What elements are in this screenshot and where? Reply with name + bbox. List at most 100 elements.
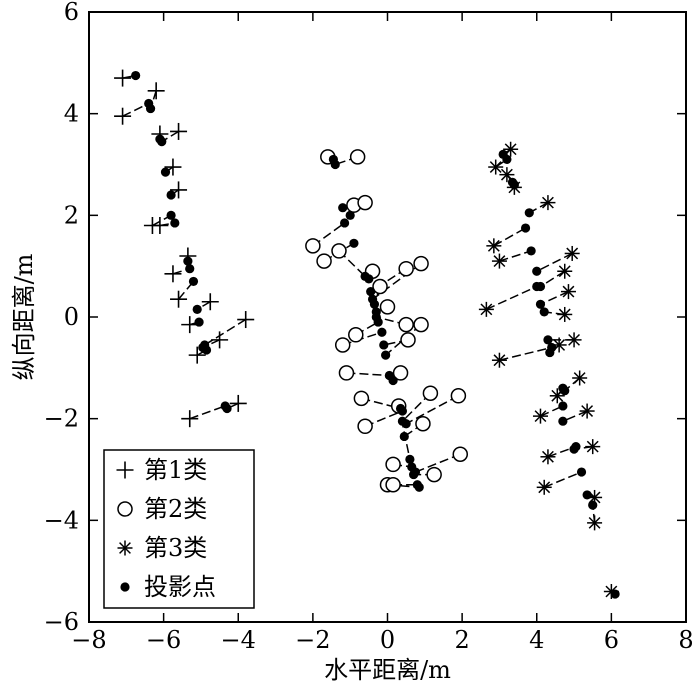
projection-line — [189, 405, 226, 420]
projection-dot-series1-7 — [166, 210, 176, 220]
projection-dot-series1-9 — [183, 256, 193, 266]
legend-label-2: 第2类 — [144, 495, 207, 523]
projection-dot-series2-2 — [338, 203, 348, 213]
projection-dot-series2-7 — [364, 274, 374, 284]
projection-line — [486, 285, 538, 311]
point-series2-8 — [398, 260, 414, 277]
projection-line — [405, 395, 459, 425]
projection-dot-series2-1 — [330, 159, 340, 170]
point-series2-27 — [426, 466, 442, 483]
y-tick-label: 0 — [64, 303, 79, 331]
point-series3-15 — [572, 370, 588, 386]
point-series1-1 — [114, 107, 132, 125]
point-series2-16 — [413, 316, 429, 333]
point-series1-8 — [151, 217, 169, 234]
y-tick-label: −4 — [44, 506, 79, 534]
projection-dot-series3-5 — [520, 223, 531, 233]
projection-dot-series3-11 — [539, 307, 549, 317]
projection-line — [499, 250, 532, 262]
projection-dot-series1-0 — [131, 70, 141, 81]
projection-dot-series2-14 — [377, 327, 387, 337]
point-series3-9 — [478, 301, 494, 317]
x-tick-label: 8 — [678, 626, 693, 654]
legend-label-1: 第1类 — [144, 456, 207, 484]
projection-dot-series2-18 — [388, 375, 398, 386]
point-series1-16 — [188, 346, 206, 364]
point-series2-4 — [305, 238, 321, 254]
point-series2-17 — [338, 365, 355, 381]
projection-dot-series2-3 — [345, 210, 355, 220]
legend-box — [103, 449, 255, 609]
x-tick-label: −2 — [295, 626, 330, 654]
x-tick-label: −6 — [146, 626, 181, 654]
projection-dot-series1-18 — [222, 403, 232, 414]
projection-dot-series1-11 — [188, 276, 199, 287]
projection-dot-series3-24 — [610, 589, 620, 599]
point-series1-5 — [164, 158, 182, 176]
point-series3-21 — [536, 479, 552, 495]
point-series1-0 — [114, 69, 132, 87]
point-series2-14 — [334, 337, 351, 353]
projection-line — [372, 263, 422, 300]
projection-dot-series1-8 — [170, 218, 180, 228]
projection-dot-series1-12 — [192, 304, 202, 314]
point-series3-11 — [557, 306, 573, 322]
point-series1-12 — [201, 293, 219, 311]
point-series2-18 — [392, 365, 409, 381]
point-series2-12 — [398, 316, 414, 333]
point-series3-1 — [488, 159, 504, 175]
y-tick-label: −6 — [44, 608, 79, 636]
point-series2-25 — [385, 456, 401, 473]
legend-marker-1 — [116, 461, 134, 479]
y-tick-label: 6 — [64, 0, 79, 26]
point-series2-23 — [415, 416, 431, 432]
point-series1-15 — [211, 331, 229, 349]
projection-line — [196, 301, 211, 311]
projection-dot-series1-5 — [160, 167, 171, 177]
projection-dot-series1-6 — [166, 190, 176, 200]
y-axis-title: 纵向距离/m — [10, 253, 38, 380]
projection-line — [385, 324, 422, 356]
point-series2-26 — [452, 446, 469, 462]
point-series2-6 — [331, 243, 347, 259]
point-series2-5 — [316, 253, 332, 269]
point-series1-10 — [164, 265, 182, 283]
projection-points — [131, 70, 620, 599]
projection-dot-series3-14 — [547, 342, 557, 353]
projection-dot-series3-7 — [532, 266, 542, 276]
point-series3-8 — [557, 263, 573, 279]
projection-dot-series1-10 — [185, 264, 195, 274]
projection-dot-series2-13 — [373, 317, 383, 327]
point-series3-20 — [540, 449, 556, 465]
legend-label-4: 投影点 — [144, 573, 216, 601]
projection-dot-series3-17 — [558, 401, 568, 411]
point-series2-10 — [372, 278, 388, 295]
projection-dot-series2-29 — [412, 480, 422, 490]
point-series1-4 — [170, 122, 188, 140]
x-axis-title: 水平距离/m — [324, 656, 451, 684]
y-tick-label: 4 — [64, 100, 79, 128]
point-series2-11 — [379, 299, 396, 315]
x-tick-label: 2 — [454, 626, 469, 654]
point-series1-14 — [237, 311, 255, 329]
point-series2-3 — [357, 194, 373, 211]
projection-dot-series2-5 — [349, 238, 359, 248]
x-tick-label: 6 — [604, 626, 619, 654]
projection-dot-series3-6 — [526, 246, 536, 256]
point-series3-5 — [486, 238, 502, 254]
projection-dot-series2-10 — [369, 299, 380, 309]
projection-dot-series3-16 — [558, 383, 568, 393]
point-series2-20 — [357, 418, 373, 435]
projection-line — [543, 471, 582, 488]
legend-marker-2 — [117, 501, 133, 517]
point-series3-12 — [566, 332, 582, 348]
projection-dot-series2-23 — [399, 431, 409, 442]
projection-line — [536, 252, 573, 272]
point-series3-10 — [560, 284, 576, 300]
point-series2-22 — [450, 388, 467, 404]
point-series1-11 — [170, 290, 188, 308]
projection-dot-series1-16 — [201, 345, 212, 355]
point-series1-18 — [229, 394, 247, 412]
point-series2-19 — [353, 390, 370, 407]
